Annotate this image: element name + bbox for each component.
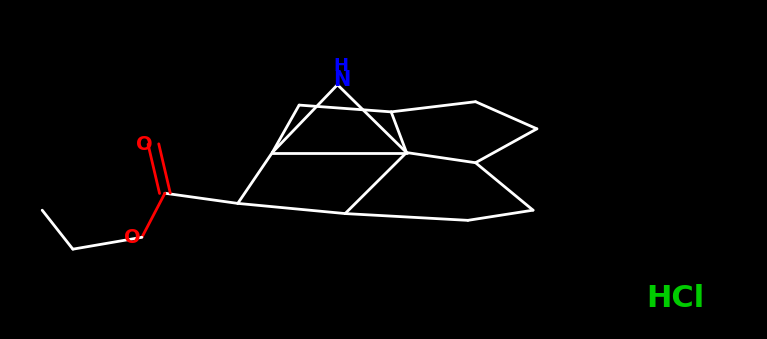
Text: N: N — [333, 70, 350, 89]
Text: O: O — [124, 228, 141, 247]
Text: H: H — [334, 57, 349, 75]
Text: HCl: HCl — [646, 284, 704, 313]
Text: O: O — [136, 135, 153, 154]
